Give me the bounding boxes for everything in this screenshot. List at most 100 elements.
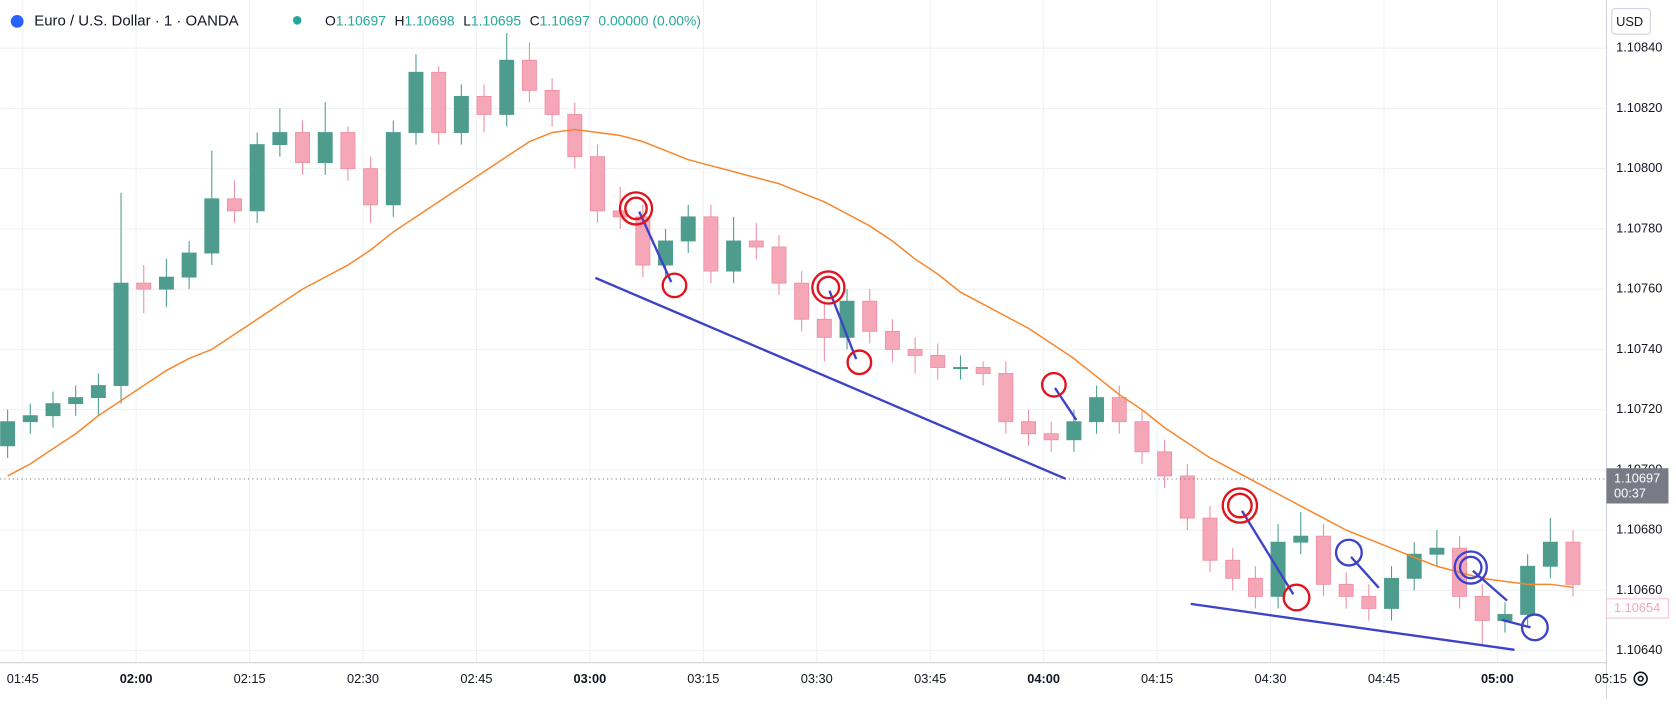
candle-body [1066,421,1082,441]
x-tick-label: 03:45 [914,671,946,686]
candle-body [272,132,288,146]
candle-body [998,373,1014,423]
circle [1334,538,1363,567]
circle [618,191,654,226]
circle [1520,613,1549,642]
axes: 01:45 02:00 02:15 02:30 02:45 03:00 03:15 03:30… [7,40,1669,686]
candle-body [385,132,401,206]
currency-button[interactable] [1611,8,1651,35]
y-tick-label: 1.10720 [1616,401,1662,416]
y-tick-label: 1.10760 [1616,281,1662,296]
candle-body [680,216,696,242]
candle-body [703,216,719,272]
red-circles [618,191,1311,612]
y-tick-label: 1.10680 [1616,522,1662,537]
candle-body [453,95,469,133]
trend-line [594,276,1067,480]
candle-body [1520,565,1536,615]
circle [1226,492,1253,519]
x-tick-label: 05:00 [1481,671,1514,686]
circle [624,196,648,221]
ohlc-label: H [394,12,404,28]
y-tick-label: 1.10640 [1616,642,1662,657]
swing-line [638,211,673,283]
candle-body [862,300,878,332]
x-tick-label: 04:30 [1254,671,1286,686]
candle-body [227,198,242,212]
candle-body [1225,559,1241,579]
gear[interactable] [1633,671,1648,686]
price-marker-label: 1.10654 [1614,600,1660,615]
swing-line [1241,510,1295,595]
trend-line [1190,602,1515,651]
ohlc: O1.10697 H1.10698 L1.10695 C1.10697 0.00000 … [325,12,701,28]
moving-average [7,128,1574,589]
y-tick-label: 1.10740 [1616,341,1662,356]
x-tick-label: 03:30 [801,671,833,686]
swing-line [1053,387,1078,421]
ohlc-value: 1.10697 [540,12,590,28]
candle-body [521,59,537,91]
candle-body [1089,397,1105,423]
settings-icon[interactable] [1633,671,1648,686]
swing-line [1350,556,1380,589]
candle-body [1111,397,1127,423]
ohlc-label: C [530,12,540,28]
candle-body [884,330,900,350]
candle-body [816,318,832,338]
candle-body [930,354,946,368]
candle-body [476,95,492,115]
candle-body [158,276,174,290]
candle-body [204,198,220,254]
candle-body [1315,535,1331,585]
candle-body [0,421,16,447]
y-tick-label: 1.10660 [1616,582,1662,597]
candle-body [1384,577,1399,609]
candle-body [1021,421,1036,435]
x-tick-label: 04:00 [1027,671,1060,686]
swing-line [1501,618,1531,629]
gear-hub[interactable] [1637,675,1644,682]
candle-body [90,385,106,399]
ohlc-label: L [463,12,471,28]
candle-body [1429,547,1445,555]
candle-body [1361,595,1377,609]
candle-body [363,168,379,206]
candle-body [544,89,560,115]
circle [661,272,688,299]
candle-body [1247,577,1263,597]
x-tick-label: 04:45 [1368,671,1400,686]
candle-body [1293,535,1309,543]
x-tick-label: 01:45 [7,671,39,686]
x-tick-label: 02:30 [347,671,379,686]
candle-body [249,144,265,212]
x-tick-label: 02:15 [234,671,266,686]
candle-body [1157,451,1173,477]
circle [1453,550,1488,585]
circle [1040,371,1067,398]
candle-body [45,403,61,417]
circle [811,270,846,305]
candle-body [748,240,764,248]
ohlc-label: O [325,12,336,28]
last-price-label: 1.10697 [1614,470,1660,485]
circle [1221,487,1259,524]
x-tick-label: 03:15 [687,671,719,686]
candle-body [567,114,583,158]
ohlc-value: 1.10697 [336,12,386,28]
y-tick-label: 1.10800 [1616,160,1662,175]
candle-body [975,367,991,374]
candle-body [1202,517,1218,561]
candle-body [1406,553,1422,579]
candle-body [181,252,197,278]
currency[interactable]: USD [1616,14,1643,29]
x-tick-label: 02:00 [120,671,153,686]
candle-body [1134,421,1150,453]
candle-body [590,156,605,212]
y-tick-label: 1.10840 [1616,40,1662,55]
x-tick-label: 04:15 [1141,671,1173,686]
candle-body [408,71,424,133]
candle-body [431,71,447,133]
candle-body [726,240,742,272]
